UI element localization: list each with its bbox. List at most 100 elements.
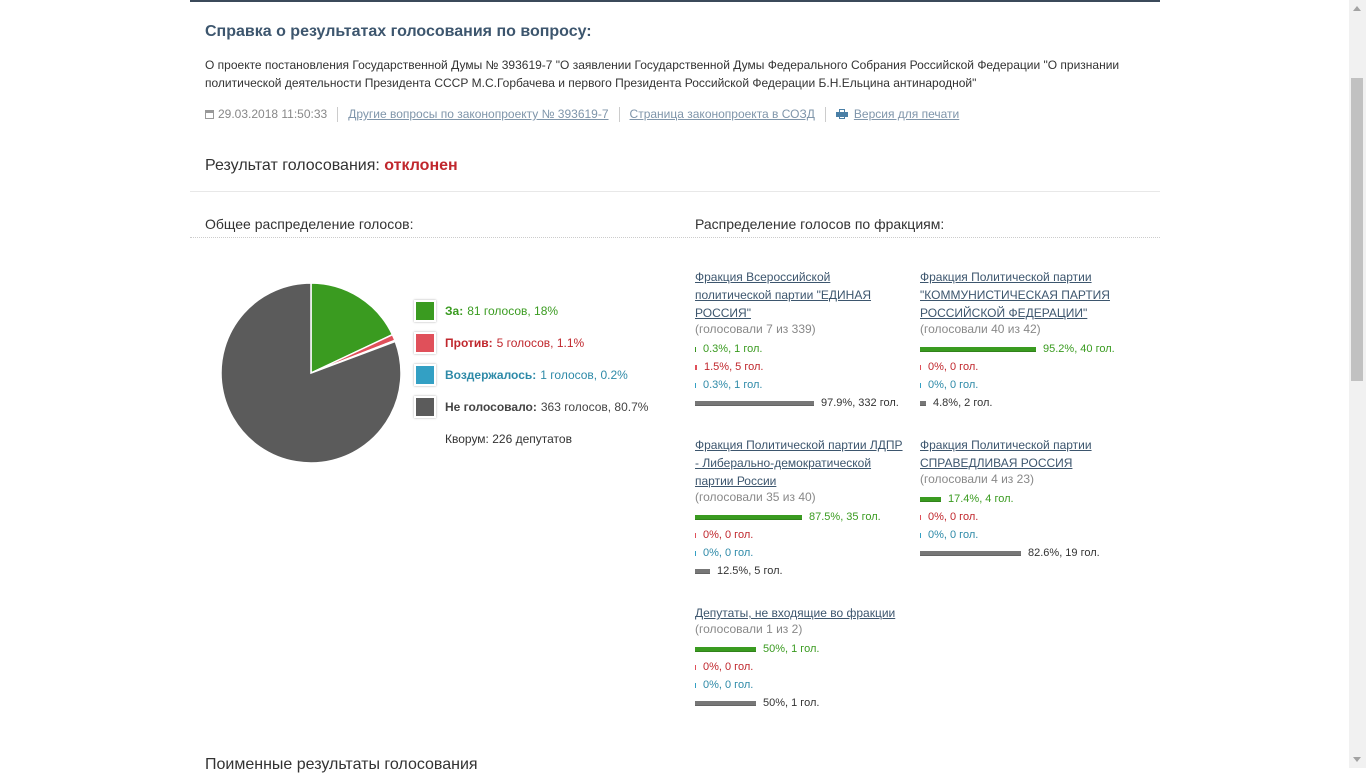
faction-title-link[interactable]: Фракция Политической партии "КОММУНИСТИЧ… bbox=[920, 270, 1110, 320]
faction-value: 0%, 0 гол. bbox=[703, 661, 754, 673]
faction-value: 0%, 0 гол. bbox=[928, 361, 979, 373]
legend-absent: Не голосовало: 363 голосов, 80.7% bbox=[414, 396, 648, 418]
legend-label: Не голосовало: bbox=[445, 400, 537, 414]
faction-bar bbox=[920, 514, 921, 520]
faction-value: 1.5%, 5 гол. bbox=[704, 361, 764, 373]
faction-bar bbox=[695, 550, 696, 556]
faction-bar bbox=[695, 682, 696, 688]
legend-label: За: bbox=[445, 304, 464, 318]
legend-label: Против: bbox=[445, 336, 493, 350]
printer-icon[interactable] bbox=[835, 109, 848, 119]
quorum-text: Кворум: 226 депутатов bbox=[445, 432, 572, 446]
legend-abstain: Воздержалось: 1 голосов, 0.2% bbox=[414, 364, 628, 386]
faction-title-link[interactable]: Фракция Всероссийской политической парти… bbox=[695, 270, 872, 320]
faction-voted-count: (голосовали 35 из 40) bbox=[695, 490, 816, 504]
scroll-down-icon[interactable] bbox=[1353, 757, 1361, 762]
faction-row-against: 0%, 0 гол. bbox=[695, 658, 915, 676]
faction-bar bbox=[695, 568, 710, 574]
faction-row-absent: 82.6%, 19 гол. bbox=[920, 544, 1140, 562]
faction-value: 87.5%, 35 гол. bbox=[809, 511, 881, 523]
faction-bar bbox=[695, 382, 696, 388]
pie-slice-for bbox=[310, 282, 394, 375]
faction-bar bbox=[695, 400, 814, 406]
scrollbar[interactable] bbox=[1349, 0, 1366, 768]
calendar-icon bbox=[205, 109, 214, 119]
vote-result-value: отклонен bbox=[384, 157, 458, 174]
faction-bar bbox=[920, 382, 921, 388]
question-description: О проекте постановления Государственной … bbox=[205, 58, 1120, 90]
separator bbox=[824, 106, 826, 122]
faction-value: 97.9%, 332 гол. bbox=[821, 397, 899, 409]
legend-value: 363 голосов, 80.7% bbox=[540, 400, 649, 414]
faction-value: 0.3%, 1 гол. bbox=[703, 343, 763, 355]
faction-bar bbox=[920, 550, 1021, 556]
other-questions-link[interactable]: Другие вопросы по законопроекту № 393619… bbox=[348, 107, 609, 121]
legend-swatch bbox=[414, 364, 436, 386]
vote-result: Результат голосования: отклонен bbox=[205, 157, 458, 175]
faction-value: 0.3%, 1 гол. bbox=[703, 379, 763, 391]
legend-for: За: 81 голосов, 18% bbox=[414, 300, 558, 322]
faction-bar bbox=[695, 664, 696, 670]
vote-pie-chart bbox=[220, 282, 402, 464]
legend-swatch bbox=[414, 300, 436, 322]
faction-value: 0%, 0 гол. bbox=[703, 679, 754, 691]
separator bbox=[337, 106, 339, 122]
faction-voted-count: (голосовали 1 из 2) bbox=[695, 622, 803, 636]
faction-value: 0%, 0 гол. bbox=[703, 529, 754, 541]
faction-bar bbox=[695, 532, 696, 538]
pie-slice-absent bbox=[220, 282, 402, 464]
faction-row-for: 50%, 1 гол. bbox=[695, 640, 915, 658]
faction-voted-count: (голосовали 40 из 42) bbox=[920, 322, 1041, 336]
separator bbox=[618, 106, 620, 122]
faction-value: 0%, 0 гол. bbox=[928, 529, 979, 541]
faction-block: Фракция Всероссийской политической парти… bbox=[695, 268, 915, 412]
faction-block: Фракция Политической партии СПРАВЕДЛИВАЯ… bbox=[920, 436, 1140, 562]
print-version-link[interactable]: Версия для печати bbox=[853, 107, 960, 121]
faction-row-abstain: 0.3%, 1 гол. bbox=[695, 376, 915, 394]
faction-bar bbox=[695, 364, 697, 370]
legend-value: 5 голосов, 1.1% bbox=[496, 336, 585, 350]
faction-row-abstain: 0%, 0 гол. bbox=[695, 544, 915, 562]
faction-row-abstain: 0%, 0 гол. bbox=[920, 526, 1140, 544]
faction-row-abstain: 0%, 0 гол. bbox=[695, 676, 915, 694]
faction-title-link[interactable]: Депутаты, не входящие во фракции bbox=[695, 606, 896, 620]
sozd-page-link[interactable]: Страница законопроекта в СОЗД bbox=[629, 107, 815, 121]
vote-result-label: Результат голосования: bbox=[205, 157, 380, 174]
faction-row-absent: 4.8%, 2 гол. bbox=[920, 394, 1140, 412]
faction-row-against: 1.5%, 5 гол. bbox=[695, 358, 915, 376]
dotted-divider bbox=[190, 237, 1160, 238]
faction-row-for: 0.3%, 1 гол. bbox=[695, 340, 915, 358]
faction-value: 50%, 1 гол. bbox=[763, 697, 820, 709]
faction-bar bbox=[695, 514, 802, 520]
faction-value: 0%, 0 гол. bbox=[703, 547, 754, 559]
faction-bar bbox=[695, 646, 756, 652]
faction-value: 95.2%, 40 гол. bbox=[1043, 343, 1115, 355]
legend-against: Против: 5 голосов, 1.1% bbox=[414, 332, 584, 354]
faction-row-against: 0%, 0 гол. bbox=[920, 508, 1140, 526]
page-title: Справка о результатах голосования по воп… bbox=[205, 23, 592, 40]
vote-datetime: 29.03.2018 11:50:33 bbox=[218, 107, 328, 121]
legend-swatch bbox=[414, 332, 436, 354]
faction-row-abstain: 0%, 0 гол. bbox=[920, 376, 1140, 394]
faction-value: 0%, 0 гол. bbox=[928, 379, 979, 391]
legend-label: Воздержалось: bbox=[445, 368, 537, 382]
divider bbox=[190, 191, 1160, 192]
scrollbar-thumb[interactable] bbox=[1351, 78, 1363, 381]
faction-title-link[interactable]: Фракция Политической партии ЛДПР - Либер… bbox=[695, 438, 903, 488]
faction-bar bbox=[695, 700, 756, 706]
faction-row-for: 87.5%, 35 гол. bbox=[695, 508, 915, 526]
faction-value: 17.4%, 4 гол. bbox=[948, 493, 1014, 505]
legend-value: 81 голосов, 18% bbox=[467, 304, 559, 318]
faction-title-link[interactable]: Фракция Политической партии СПРАВЕДЛИВАЯ… bbox=[920, 438, 1092, 470]
legend-swatch bbox=[414, 396, 436, 418]
meta-bar: 29.03.2018 11:50:33 Другие вопросы по за… bbox=[205, 106, 959, 122]
faction-row-for: 95.2%, 40 гол. bbox=[920, 340, 1140, 358]
faction-bar bbox=[695, 346, 696, 352]
scroll-up-icon[interactable] bbox=[1353, 6, 1361, 11]
faction-voted-count: (голосовали 7 из 339) bbox=[695, 322, 816, 336]
faction-block: Депутаты, не входящие во фракции (голосов… bbox=[695, 604, 915, 712]
faction-row-absent: 97.9%, 332 гол. bbox=[695, 394, 915, 412]
faction-value: 4.8%, 2 гол. bbox=[933, 397, 993, 409]
faction-bar bbox=[920, 532, 921, 538]
faction-row-for: 17.4%, 4 гол. bbox=[920, 490, 1140, 508]
